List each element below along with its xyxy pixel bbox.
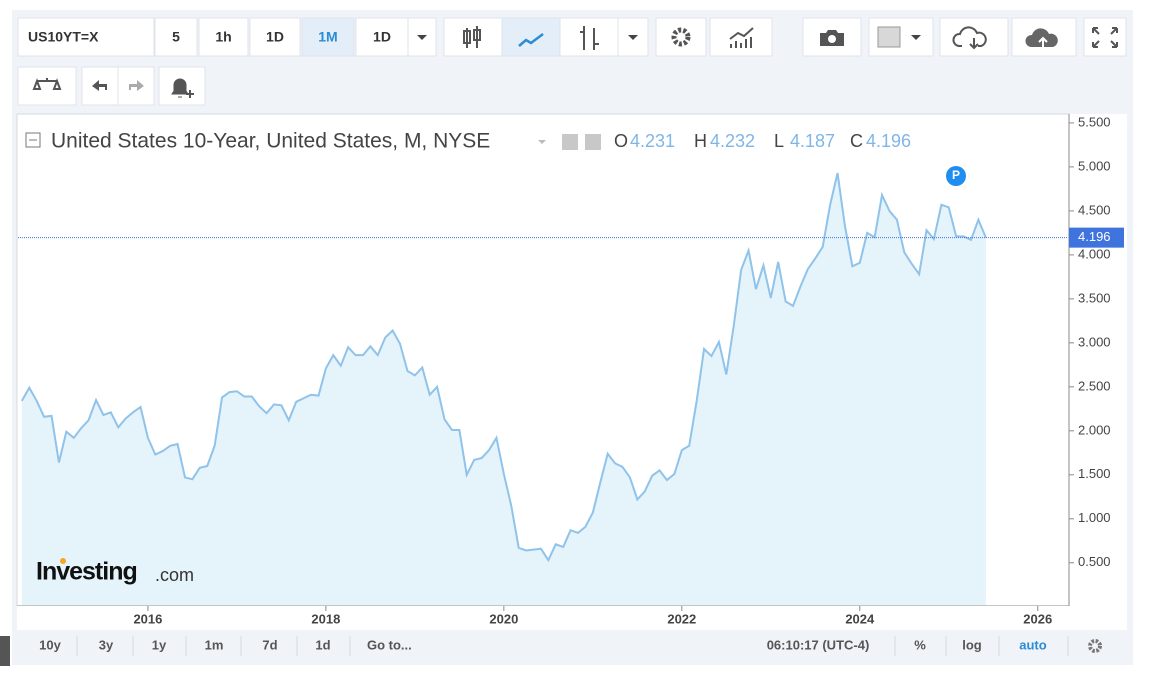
alert-icon [171, 78, 189, 98]
redo-icon [129, 80, 144, 91]
bottom-bar [17, 631, 1127, 661]
dropdown-arrow [417, 35, 427, 40]
interval-button[interactable] [198, 17, 249, 57]
ohlc-legend: O 4.231 H 4.232 L 4.187 C 4.196 [614, 131, 911, 151]
symbol: US10YT=X [28, 29, 99, 45]
bottom-group: 10y 3y 1y 1m 7d 1d Go to... 06:10:17 (UTC-4)% lo… [39, 636, 1069, 656]
y-tick-label: 1.500 [1078, 466, 1111, 481]
ohlc-value: 4.232 [710, 131, 755, 151]
interval-button[interactable] [249, 17, 301, 57]
interval-button[interactable] [301, 17, 355, 57]
bars-button[interactable] [559, 17, 619, 57]
side-tab [0, 636, 10, 666]
y-tick-label: 5.000 [1078, 158, 1111, 173]
symbol-box[interactable] [17, 17, 155, 57]
collapse-box[interactable] [25, 132, 41, 148]
auto-toggle[interactable]: auto [1019, 637, 1047, 652]
ohlc-key: H [694, 131, 707, 151]
event-marker-label: P [952, 168, 960, 182]
x-tick-label: 2016 [133, 611, 162, 626]
logo-suffix: .com [155, 565, 194, 585]
x-tick-label: 2024 [845, 611, 875, 626]
goto-button[interactable]: Go to... [367, 637, 412, 652]
indicators-button[interactable] [709, 17, 773, 57]
clock: 06:10:17 (UTC-4) [767, 637, 870, 652]
price-line [20, 172, 987, 563]
bottom-settings[interactable] [1088, 639, 1102, 653]
load-button[interactable] [939, 17, 1009, 57]
dropdown-arrow [628, 35, 638, 40]
range-button[interactable]: 7d [262, 637, 277, 652]
interval-label: 1D [266, 29, 284, 45]
interval-button[interactable] [355, 17, 409, 57]
percent-toggle[interactable]: % [914, 637, 926, 652]
price-scale [1069, 114, 1127, 606]
save-icon [1025, 28, 1058, 47]
area-fill [21, 173, 986, 605]
log-toggle[interactable]: log [962, 637, 982, 652]
ohlc-key: L [774, 131, 784, 151]
logo-brand: Investing [36, 558, 137, 586]
chart-title: United States 10-Year, United States, M,… [51, 130, 490, 153]
interval-group: 5 1h 1D 1M 1D [154, 17, 409, 57]
dropdown-arrow [911, 35, 921, 40]
ohlc-value: 4.187 [790, 131, 835, 151]
x-tick-label: 2022 [667, 611, 696, 626]
format-icon[interactable] [585, 134, 601, 150]
style-icon [877, 26, 901, 48]
interval-label: 5 [172, 29, 180, 45]
ohlc-key: C [850, 131, 863, 151]
x-tick-label: 2026 [1023, 611, 1052, 626]
y-tick-label: 1.000 [1078, 510, 1111, 525]
range-button[interactable]: 1d [315, 637, 330, 652]
line-button[interactable] [501, 17, 561, 57]
ohlc-value: 4.231 [630, 131, 675, 151]
y-tick-label: 4.500 [1078, 202, 1111, 217]
candles-icon [463, 26, 481, 48]
load-icon [952, 26, 987, 50]
last-value-label: 4.196 [1078, 229, 1111, 244]
settings-icon [671, 27, 691, 47]
y-tick-label: 5.500 [1078, 114, 1111, 129]
compare-icon [32, 78, 62, 90]
y-tick-label: 3.000 [1078, 334, 1111, 349]
camera-lens [828, 35, 836, 43]
logo-dot [60, 558, 66, 564]
range-button[interactable]: 3y [99, 637, 114, 652]
interval-label: 1h [215, 29, 231, 45]
y-tick-label: 3.500 [1078, 290, 1111, 305]
line-icon [518, 33, 544, 47]
time-scale [17, 606, 1127, 630]
interval-label: 1D [373, 29, 391, 45]
fullscreen-button[interactable] [1083, 17, 1127, 57]
y-tick-label: 4.000 [1078, 246, 1111, 261]
compare-button[interactable] [17, 66, 77, 106]
range-button[interactable]: 1y [152, 637, 167, 652]
x-tick-label: 2020 [489, 611, 518, 626]
bars-icon [580, 26, 599, 50]
range-button[interactable]: 10y [39, 637, 61, 652]
range-button[interactable]: 1m [205, 637, 224, 652]
settings-button[interactable] [655, 17, 707, 57]
y-tick-label: 0.500 [1078, 554, 1111, 569]
save-arrow [1038, 36, 1048, 47]
interval-button[interactable] [154, 17, 198, 57]
indicators-icon [729, 27, 754, 48]
ohlc-value: 4.196 [866, 131, 911, 151]
x-tick-label: 2018 [311, 611, 340, 626]
event-marker[interactable] [946, 166, 966, 186]
plot-layer [18, 172, 1068, 605]
interval-label: 1M [318, 29, 337, 45]
fullscreen-icon [1092, 27, 1118, 48]
ohlc-key: O [614, 131, 628, 151]
last-value-badge [1069, 227, 1124, 248]
title-dropdown [538, 140, 546, 144]
y-tick-label: 2.500 [1078, 378, 1111, 393]
y-tick-label: 2.000 [1078, 422, 1111, 437]
undo-icon [92, 80, 107, 91]
visibility-icon[interactable] [562, 134, 578, 150]
alert-plus [186, 90, 194, 98]
